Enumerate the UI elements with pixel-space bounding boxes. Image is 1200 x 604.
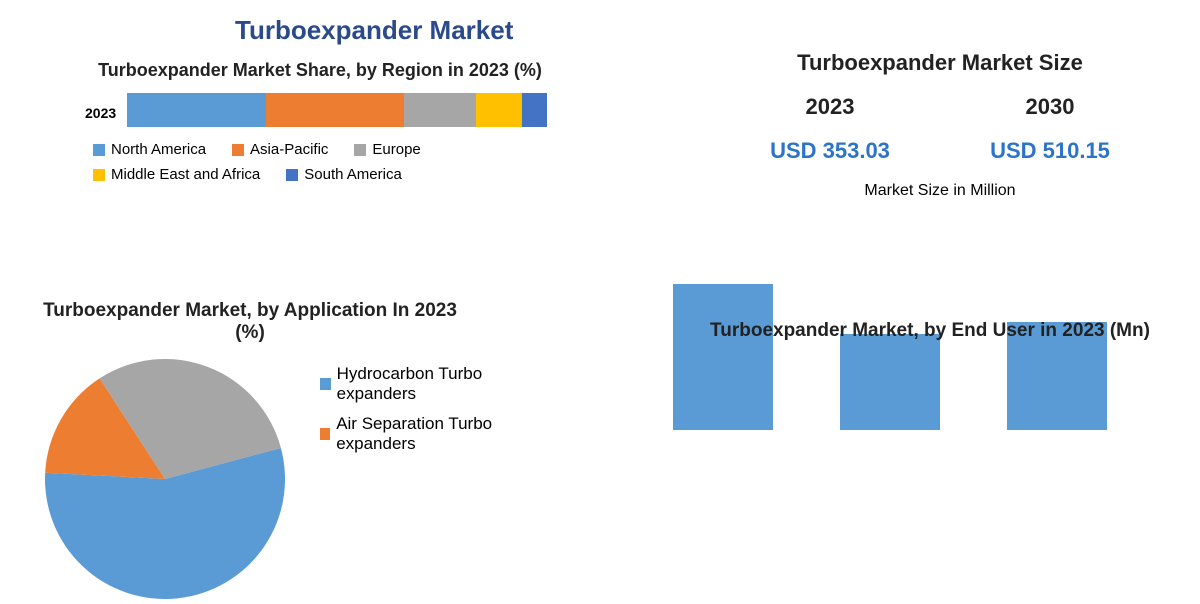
legend-label: Asia-Pacific: [250, 141, 328, 158]
application-pie-chart: Turboexpander Market, by Application In …: [40, 300, 600, 604]
legend-label: North America: [111, 141, 206, 158]
application-legend: Hydrocarbon Turbo expanders Air Separatio…: [320, 354, 540, 464]
legend-label: Hydrocarbon Turbo expanders: [337, 364, 540, 404]
legend-swatch: [232, 144, 244, 156]
application-legend-item: Hydrocarbon Turbo expanders: [320, 364, 540, 404]
region-seg-asia-pacific: [266, 93, 405, 127]
size-note: Market Size in Million: [720, 182, 1160, 200]
enduser-bar: [673, 284, 773, 430]
application-pie-svg: [40, 354, 290, 604]
size-values-row: USD 353.03 USD 510.15: [720, 138, 1160, 164]
size-value: USD 510.15: [990, 138, 1110, 164]
legend-swatch: [93, 169, 105, 181]
region-legend-item: Asia-Pacific: [232, 141, 328, 158]
legend-label: Europe: [372, 141, 420, 158]
region-legend: North America Asia-Pacific Europe Middle Ea…: [85, 137, 545, 187]
size-value: USD 353.03: [770, 138, 890, 164]
market-size-block: Turboexpander Market Size 2023 2030 USD 3…: [720, 50, 1160, 200]
size-year: 2023: [806, 94, 855, 120]
legend-label: Middle East and Africa: [111, 166, 260, 183]
page-title: Turboexpander Market: [235, 15, 513, 46]
region-seg-middle-east-and-africa: [476, 93, 522, 127]
legend-swatch: [354, 144, 366, 156]
region-legend-item: South America: [286, 166, 402, 183]
size-years-row: 2023 2030: [720, 94, 1160, 120]
enduser-bars-area: [640, 280, 1140, 430]
region-legend-item: North America: [93, 141, 206, 158]
enduser-chart-title: Turboexpander Market, by End User in 202…: [700, 320, 1160, 342]
region-seg-europe: [404, 93, 475, 127]
region-seg-south-america: [522, 93, 547, 127]
region-chart-title: Turboexpander Market Share, by Region in…: [85, 60, 555, 81]
size-year: 2030: [1026, 94, 1075, 120]
region-legend-item: Middle East and Africa: [93, 166, 260, 183]
region-y-label: 2023: [85, 105, 116, 121]
region-share-chart: Turboexpander Market Share, by Region in…: [85, 60, 555, 187]
region-seg-north-america: [127, 93, 266, 127]
enduser-bar: [840, 334, 940, 430]
legend-label: South America: [304, 166, 402, 183]
region-legend-item: Europe: [354, 141, 420, 158]
legend-swatch: [93, 144, 105, 156]
region-stacked-bar: [127, 93, 547, 127]
legend-label: Air Separation Turbo expanders: [336, 414, 540, 454]
enduser-bar-chart: Turboexpander Market, by End User in 202…: [640, 280, 1160, 430]
legend-swatch: [286, 169, 298, 181]
application-legend-item: Air Separation Turbo expanders: [320, 414, 540, 454]
legend-swatch: [320, 378, 331, 390]
application-chart-title: Turboexpander Market, by Application In …: [40, 300, 460, 344]
size-title: Turboexpander Market Size: [720, 50, 1160, 76]
legend-swatch: [320, 428, 330, 440]
